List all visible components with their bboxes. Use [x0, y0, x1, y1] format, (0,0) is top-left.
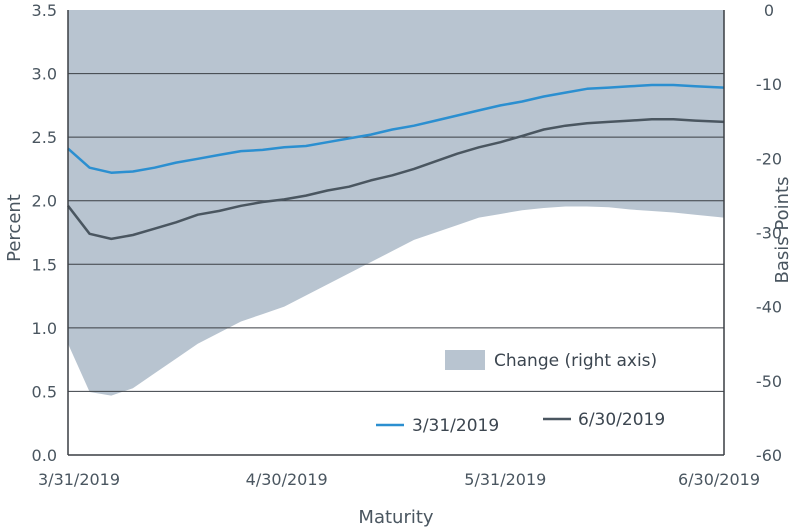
grid-lines: [68, 73, 724, 392]
x-tick-label: 6/30/2019: [678, 470, 760, 489]
y-right-tick-label: -40: [756, 298, 782, 317]
x-tick-label: 4/30/2019: [246, 470, 328, 489]
tick-labels: 0.0 0.5 1.0 1.5 2.0 2.5 3.0 3.5 0 -10 -20 -30 -40 -50…: [32, 1, 783, 489]
y-left-tick-label: 0.0: [32, 446, 57, 465]
y-right-axis-title: Basis Points: [772, 177, 793, 284]
y-right-tick-label: -50: [756, 372, 782, 391]
series-line-3-31-2019: [67, 83, 725, 174]
y-right-tick-label: -60: [756, 446, 782, 465]
legend: Change (right axis) 3/31/2019 6/30/2019: [376, 350, 665, 436]
y-right-tick-label: -10: [756, 75, 782, 94]
y-left-tick-label: 1.0: [32, 319, 57, 338]
legend-label-change: Change (right axis): [494, 351, 657, 371]
y-left-tick-label: 3.0: [32, 65, 57, 84]
series-lines: [67, 83, 725, 241]
y-left-tick-label: 2.0: [32, 192, 57, 211]
legend-label-6-30-2019: 6/30/2019: [578, 410, 665, 430]
x-axis-title: Maturity: [358, 507, 433, 528]
y-right-tick-label: 0: [764, 1, 774, 20]
x-tick-label: 5/31/2019: [464, 470, 546, 489]
y-left-tick-label: 1.5: [32, 255, 57, 274]
series-line-6-30-2019: [67, 118, 725, 241]
y-right-tick-label: -20: [756, 149, 782, 168]
change-area-layer: [68, 10, 724, 396]
legend-label-3-31-2019: 3/31/2019: [412, 416, 499, 436]
y-left-tick-label: 0.5: [32, 382, 57, 401]
x-tick-label: 3/31/2019: [38, 470, 120, 489]
y-left-axis-title: Percent: [4, 194, 25, 262]
axes: [67, 10, 725, 456]
y-right-tick-label: -30: [756, 224, 782, 243]
legend-swatch-change: [445, 350, 485, 370]
y-left-tick-label: 3.5: [32, 1, 57, 20]
change-area: [68, 10, 724, 396]
y-left-tick-label: 2.5: [32, 128, 57, 147]
